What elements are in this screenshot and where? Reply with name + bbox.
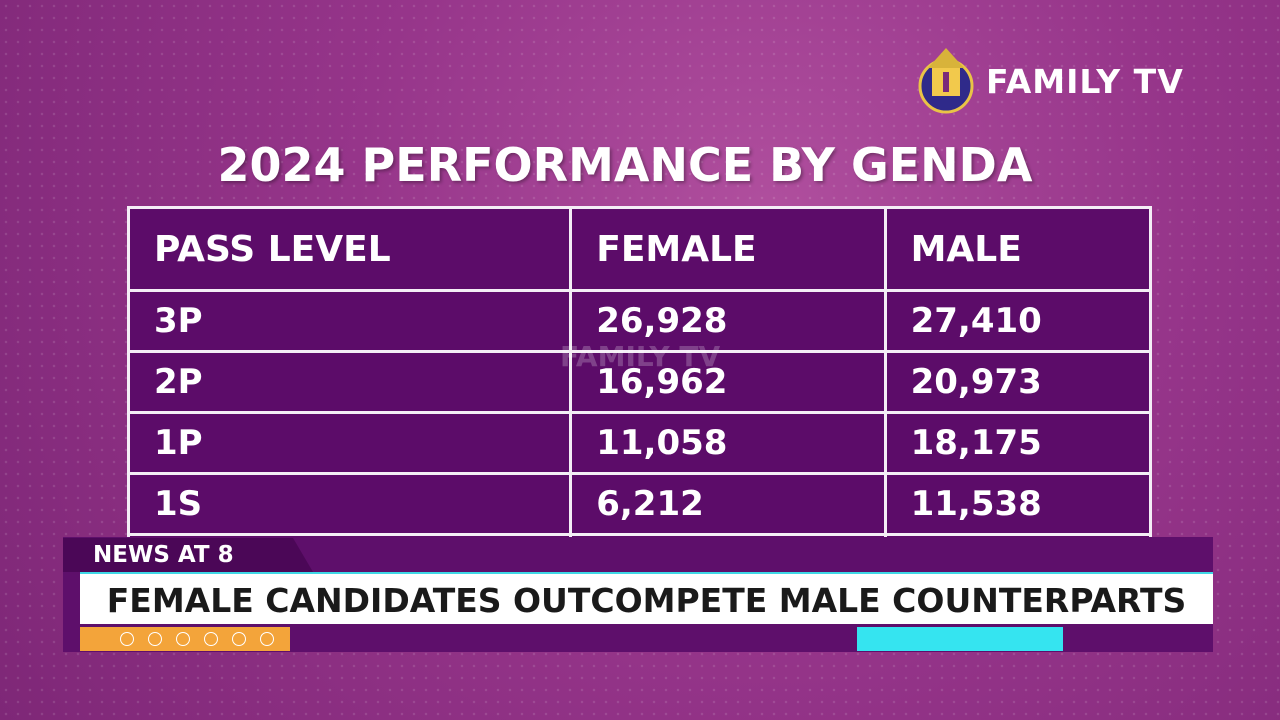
table-cell: 27,410 — [883, 289, 1153, 353]
social-icon — [232, 632, 246, 646]
watermark: FAMILY TV — [560, 340, 721, 373]
table-title: 2024 PERFORMANCE BY GENDA — [217, 138, 1033, 192]
logo: FAMILY TV — [918, 42, 1218, 122]
logo-text: FAMILY TV — [986, 62, 1184, 101]
accent-strip — [857, 627, 1063, 651]
header-cell: PASS LEVEL — [126, 206, 573, 292]
table-cell: 11,058 — [569, 411, 887, 475]
table-cell: 2P — [126, 350, 573, 414]
table-cell: 1S — [126, 472, 573, 536]
table-row: 3P 26,928 27,410 — [126, 289, 1153, 353]
table-cell: 11,538 — [883, 472, 1153, 536]
table-cell: 16,962 — [569, 350, 887, 414]
table-cell: 26,928 — [569, 289, 887, 353]
table-cell: 3P — [126, 289, 573, 353]
social-icon — [120, 632, 134, 646]
table-cell: 1P — [126, 411, 573, 475]
social-icon — [176, 632, 190, 646]
table-row: 1P 11,058 18,175 — [126, 411, 1153, 475]
social-icon — [260, 632, 274, 646]
table-cell: 20,973 — [883, 350, 1153, 414]
table-row: 2P 16,962 20,973 — [126, 350, 1153, 414]
headline: FEMALE CANDIDATES OUTCOMPETE MALE COUNTE… — [80, 572, 1213, 624]
table-row: 1S 6,212 11,538 — [126, 472, 1153, 536]
table-cell: 6,212 — [569, 472, 887, 536]
social-icon — [148, 632, 162, 646]
header-cell: FEMALE — [569, 206, 887, 292]
results-table: PASS LEVEL FEMALE MALE 3P 26,928 27,410 2P 1… — [126, 206, 1153, 597]
header-row: PASS LEVEL FEMALE MALE — [126, 206, 1153, 292]
social-icon — [204, 632, 218, 646]
logo-emblem — [918, 48, 974, 114]
table-cell: 18,175 — [883, 411, 1153, 475]
program-tag: NEWS AT 8 — [63, 538, 313, 572]
header-cell: MALE — [883, 206, 1153, 292]
